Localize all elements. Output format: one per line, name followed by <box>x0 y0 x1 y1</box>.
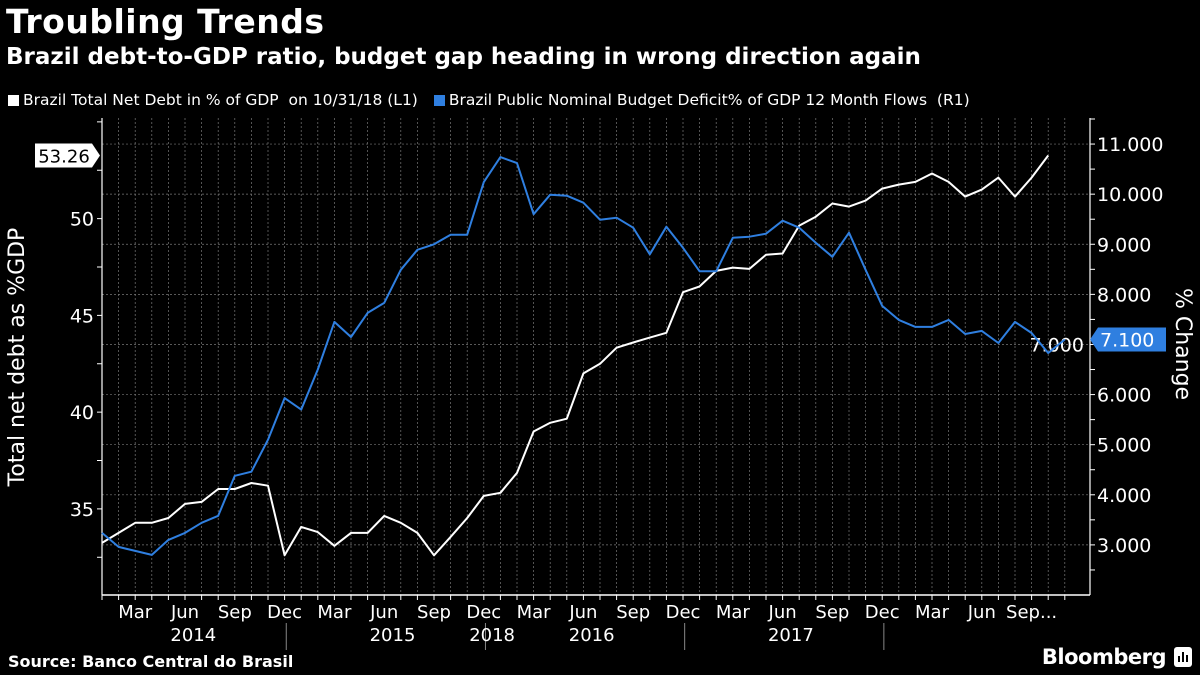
chart-subtitle: Brazil debt-to-GDP ratio, budget gap hea… <box>6 44 921 70</box>
x-year-label: 2014 <box>170 625 216 646</box>
x-tick-label: Dec <box>666 602 701 623</box>
x-tick-label: Mar <box>118 602 153 623</box>
y-tick-label-left: 35 <box>70 499 94 521</box>
x-tick-label: Jun <box>568 602 597 623</box>
brand-name: Bloomberg <box>1041 645 1167 669</box>
grid <box>101 118 1090 595</box>
last-value-label-left: 53.26 <box>38 147 90 168</box>
legend-swatch-blue <box>433 94 445 106</box>
x-tick-label: Jun <box>768 602 797 623</box>
x-tick-label: Sep... <box>1006 602 1057 623</box>
y-tick-label-right: 3.000 <box>1097 535 1151 557</box>
y-tick-label-right: 6.000 <box>1097 385 1151 407</box>
x-year-label: 2015 <box>370 625 416 646</box>
y-tick-label-left: 40 <box>70 402 94 424</box>
legend-swatch-white <box>8 94 19 106</box>
x-year-label: 2017 <box>768 625 814 646</box>
legend-label: Brazil Public Nominal Budget Deficit% of… <box>448 91 970 109</box>
x-tick-label: Sep <box>815 602 849 623</box>
y-tick-label-left: 50 <box>70 209 94 231</box>
x-tick-label: Dec <box>865 602 900 623</box>
chart-title: Troubling Trends <box>6 2 325 41</box>
x-tick-label: Mar <box>317 602 352 623</box>
legend-label: Brazil Total Net Debt in % of GDP on 10/… <box>23 91 418 109</box>
series-line-net-debt <box>101 154 1049 557</box>
last-value-badge-right <box>1090 327 1166 352</box>
x-tick-label: Sep <box>218 602 252 623</box>
x-tick-label: Dec <box>466 602 501 623</box>
legend-item-net-debt: Brazil Total Net Debt in % of GDP on 10/… <box>8 91 418 109</box>
legend-item-budget-deficit: Brazil Public Nominal Budget Deficit% of… <box>433 91 970 109</box>
legend: Brazil Total Net Debt in % of GDP on 10/… <box>8 91 970 109</box>
x-tick-label: Sep <box>417 602 451 623</box>
x-tick-label: Mar <box>517 602 552 623</box>
series-line-budget-deficit <box>101 156 1066 556</box>
bloomberg-chart-icon <box>1174 647 1192 667</box>
x-tick-label: Sep <box>616 602 650 623</box>
x-tick-label: Jun <box>369 602 398 623</box>
x-tick-label: Jun <box>967 602 996 623</box>
series-lines: 53.26 7.100 <box>35 143 1166 557</box>
x-tick-label: Jun <box>170 602 199 623</box>
x-tick-label: Dec <box>267 602 302 623</box>
y-tick-label-right: 5.000 <box>1097 435 1151 457</box>
x-year-label: 2018 <box>469 625 515 646</box>
y-tick-label-right: 8.000 <box>1097 284 1151 306</box>
source-note: Source: Banco Central do Brasil <box>8 652 294 671</box>
x-tick-label: Mar <box>716 602 751 623</box>
y-tick-label-right: 4.000 <box>1097 485 1151 507</box>
y-tick-label-right: 11.000 <box>1097 134 1163 156</box>
bloomberg-logo: Bloomberg <box>1042 645 1192 669</box>
axes: 354045503.0004.0005.0006.0007.0008.0009.… <box>70 118 1163 650</box>
y-tick-label-left: 45 <box>70 305 94 327</box>
x-year-label: 2016 <box>569 625 615 646</box>
y-tick-label-right: 10.000 <box>1097 184 1163 206</box>
y-tick-label-right: 9.000 <box>1097 234 1151 256</box>
last-value-badge-left <box>35 143 100 168</box>
y-axis-label-left: Total net debt as %GDP <box>5 228 30 488</box>
last-value-label-right: 7.100 <box>1100 329 1154 351</box>
x-tick-label: Mar <box>915 602 950 623</box>
y-axis-label-right: % Change <box>1170 288 1195 400</box>
